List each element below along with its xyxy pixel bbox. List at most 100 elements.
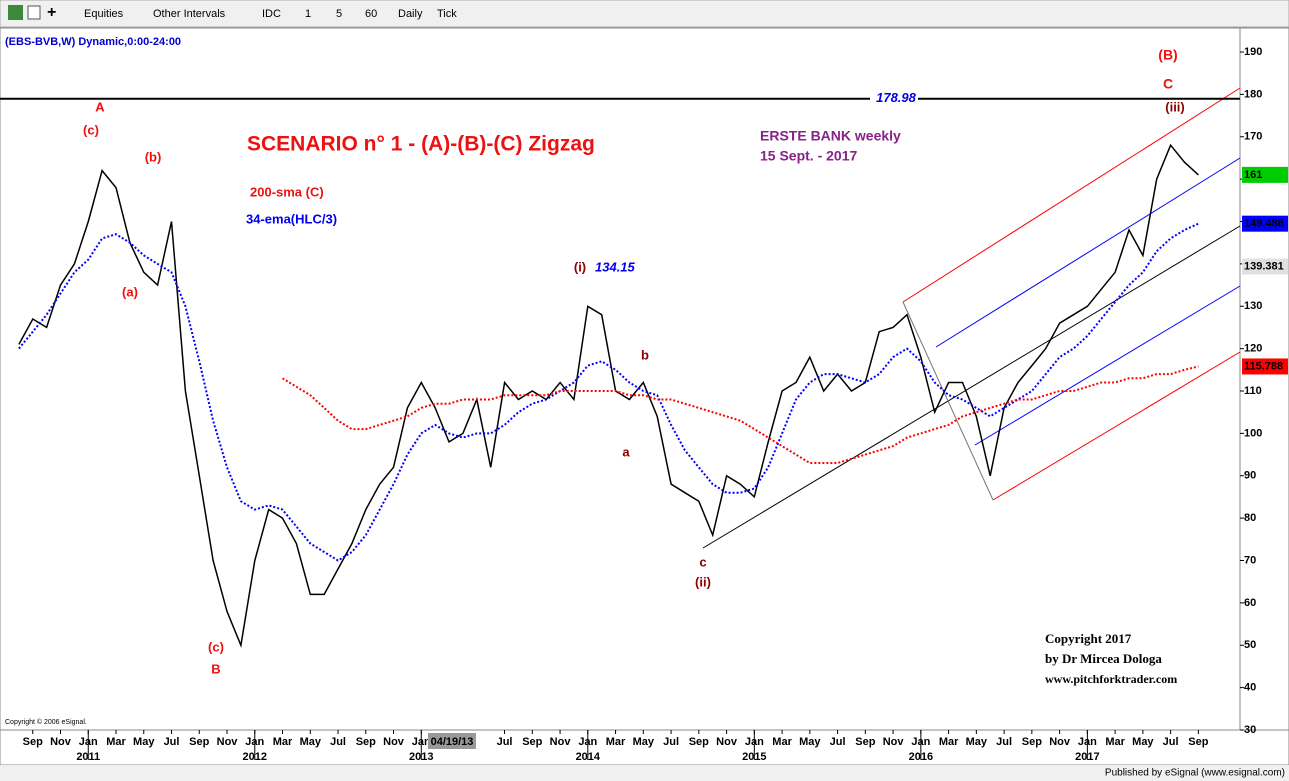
toolbar-item[interactable]: Tick	[437, 8, 457, 20]
x-tick-label: Jul	[497, 736, 513, 748]
x-tick-label: Jul	[164, 736, 180, 748]
pitchfork-median	[702, 225, 1241, 549]
y-tick-label: 190	[1244, 46, 1262, 58]
y-tick-label: 180	[1244, 88, 1262, 100]
last-value-label: 139.381	[1244, 260, 1284, 272]
x-tick-label: Sep	[1022, 736, 1042, 748]
x-tick-label: Nov	[1049, 736, 1071, 748]
copyright: Copyright 2017	[1045, 631, 1132, 646]
x-tick-label: Mar	[939, 736, 959, 748]
x-year-label: 2015	[742, 751, 766, 763]
y-tick-label: 120	[1244, 343, 1262, 355]
plot-area	[0, 27, 1241, 731]
x-year-label: 2012	[243, 751, 267, 763]
x-tick-label: Mar	[772, 736, 792, 748]
annotations: A (c) (b) (a) (c) B (i) 134.15 b a c (ii…	[83, 47, 1185, 677]
toolbar-items: Equities Other Intervals IDC 1 5 60 Daily Tick	[84, 8, 457, 20]
toolbar-item[interactable]: 60	[365, 8, 377, 20]
chart-title: SCENARIO n° 1 - (A)-(B)-(C) Zigzag	[247, 133, 595, 156]
y-tick-label: 100	[1244, 427, 1262, 439]
toolbar-item[interactable]: Equities	[84, 8, 124, 20]
toolbar-item[interactable]: 5	[336, 8, 342, 20]
x-year-label: 2011	[76, 751, 100, 763]
wave-label: (ii)	[695, 574, 711, 589]
subtitle: 15 Sept. - 2017	[760, 148, 857, 164]
icon[interactable]	[27, 5, 41, 20]
footer-bar	[0, 765, 1289, 781]
x-tick-label: Jul	[830, 736, 846, 748]
copyright: www.pitchforktrader.com	[1045, 672, 1177, 686]
toolbar-item[interactable]: Daily	[398, 8, 423, 20]
x-tick-label: Jul	[663, 736, 679, 748]
pitchfork-line	[992, 351, 1241, 501]
x-tick-label: May	[133, 736, 155, 748]
last-value-label: 149.486	[1244, 218, 1284, 230]
pitchfork	[702, 87, 1241, 549]
x-tick-label: Mar	[273, 736, 293, 748]
last-value-tag	[1242, 258, 1288, 275]
wave-label: (b)	[145, 149, 162, 164]
x-tick-label: May	[300, 736, 322, 748]
x-tick-label: Nov	[217, 736, 239, 748]
pitchfork-line	[902, 87, 1241, 303]
x-tick-label: Nov	[383, 736, 405, 748]
y-tick-label: 80	[1244, 512, 1256, 524]
x-tick-label: Mar	[106, 736, 126, 748]
toolbar	[0, 0, 1289, 28]
y-tick-label: 50	[1244, 639, 1256, 651]
x-tick-label: Mar	[606, 736, 626, 748]
level-label: 178.98	[876, 90, 917, 105]
y-tick-label: 30	[1244, 724, 1256, 736]
last-value-label: 161	[1244, 169, 1262, 181]
footer: Published by eSignal (www.esignal.com)	[1105, 768, 1285, 779]
wave-label: (c)	[208, 639, 224, 654]
x-tick-label: Sep	[855, 736, 875, 748]
x-year-label: 2014	[576, 751, 601, 763]
copyright: by Dr Mircea Dologa	[1045, 651, 1162, 666]
level-label-bg	[870, 90, 918, 107]
cursor-date: 04/19/13	[431, 736, 474, 748]
pitchfork-line	[935, 157, 1241, 348]
subtitle: ERSTE BANK weekly	[760, 128, 901, 144]
last-value-tag	[1242, 215, 1288, 232]
x-tick-label: May	[633, 736, 655, 748]
wave-label: b	[641, 347, 649, 362]
x-tick-label: Nov	[550, 736, 572, 748]
y-tick-label: 170	[1244, 131, 1262, 143]
wave-label: c	[699, 554, 706, 569]
x-year-label: 2013	[409, 751, 433, 763]
icon[interactable]: +	[47, 4, 56, 21]
x-tick-label: May	[966, 736, 988, 748]
legend-entry: 34-ema(HLC/3)	[246, 211, 337, 226]
toolbar-item[interactable]: 1	[305, 8, 311, 20]
y-axis	[1239, 27, 1289, 731]
pitchfork-line	[974, 285, 1241, 446]
y-tick-label: 90	[1244, 470, 1256, 482]
x-tick-label: May	[799, 736, 821, 748]
legend-entry: 200-sma (C)	[250, 184, 324, 199]
cursor-box	[428, 733, 476, 749]
wave-label: a	[622, 444, 630, 459]
x-tick-label: Sep	[689, 736, 709, 748]
icon[interactable]	[8, 5, 23, 20]
x-tick-label: Mar	[1105, 736, 1125, 748]
last-value-tag	[1242, 166, 1288, 183]
y-tick-label: 110	[1244, 385, 1262, 397]
wave-label: (i)	[574, 259, 586, 274]
x-year-label: 2016	[909, 751, 933, 763]
wave-price: 134.15	[595, 259, 636, 274]
last-value-label: 115.788	[1244, 360, 1283, 372]
toolbar-item[interactable]: IDC	[262, 8, 281, 20]
x-tick-label: Sep	[522, 736, 542, 748]
y-tick-label: 130	[1244, 300, 1262, 312]
wave-label: (a)	[122, 284, 138, 299]
x-tick-label: Jul	[330, 736, 346, 748]
x-tick-label: Nov	[50, 736, 72, 748]
price-line	[18, 143, 1199, 649]
wave-label: B	[211, 661, 220, 676]
x-year-label: 2017	[1075, 751, 1099, 763]
wave-label: (B)	[1158, 47, 1177, 63]
toolbar-item[interactable]: Other Intervals	[153, 8, 226, 20]
y-tick-label: 60	[1244, 597, 1256, 609]
